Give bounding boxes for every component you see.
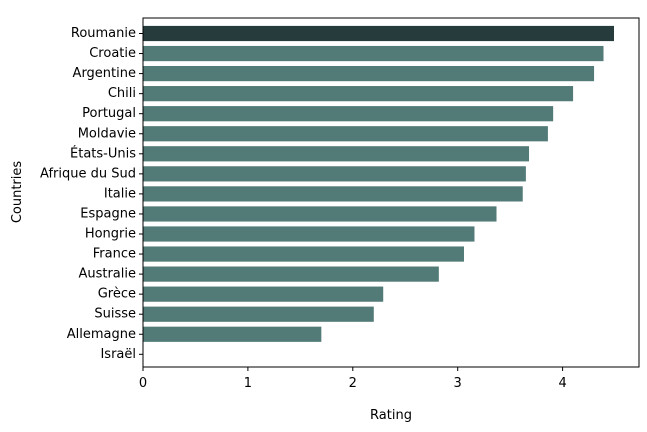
y-tick-label: Australie: [78, 267, 136, 282]
bar: [143, 266, 439, 282]
x-axis-label: Rating: [370, 408, 412, 423]
bar: [143, 45, 604, 62]
bar: [143, 126, 548, 142]
plot-frame: [142, 17, 640, 368]
y-tick-labels: Roumanie Croatie Argentine Chili Portugal Mol…: [40, 26, 143, 362]
y-tick-label: Israël: [100, 347, 136, 362]
bar: [143, 106, 554, 122]
bar: [143, 206, 497, 222]
bar: [143, 326, 322, 342]
bars-group: [143, 25, 614, 342]
x-ticks: 0 1 2 3 4: [139, 367, 567, 391]
x-tick-label: 4: [558, 376, 566, 391]
y-tick-label: Roumanie: [71, 26, 136, 41]
y-tick-label: Italie: [104, 186, 136, 201]
y-tick-label: Espagne: [80, 206, 136, 221]
x-tick-label: 0: [139, 376, 147, 391]
y-tick-label: Croatie: [89, 46, 136, 61]
x-tick-label: 1: [244, 376, 252, 391]
bar: [143, 25, 614, 42]
bar: [143, 166, 526, 182]
bar: [143, 226, 475, 242]
bar: [143, 306, 374, 322]
bar: [143, 66, 595, 82]
bar: [143, 146, 530, 162]
y-tick-label: Portugal: [82, 106, 136, 121]
y-axis-label: Countries: [10, 161, 25, 224]
y-tick-label: Chili: [108, 86, 136, 101]
y-tick-label: Afrique du Sud: [40, 166, 136, 181]
y-tick-label: France: [93, 247, 136, 262]
x-tick-label: 2: [349, 376, 357, 391]
y-tick-label: États-Unis: [70, 145, 136, 161]
y-tick-label: Allemagne: [67, 327, 136, 342]
y-tick-label: Grèce: [98, 287, 136, 302]
bar: [143, 286, 384, 302]
y-tick-label: Argentine: [73, 66, 136, 81]
bar: [143, 86, 574, 102]
x-tick-label: 3: [454, 376, 462, 391]
bar: [143, 186, 523, 202]
y-tick-label: Hongrie: [85, 227, 136, 242]
y-tick-label: Moldavie: [78, 126, 136, 141]
bar: [143, 246, 464, 262]
y-tick-label: Suisse: [94, 307, 136, 322]
